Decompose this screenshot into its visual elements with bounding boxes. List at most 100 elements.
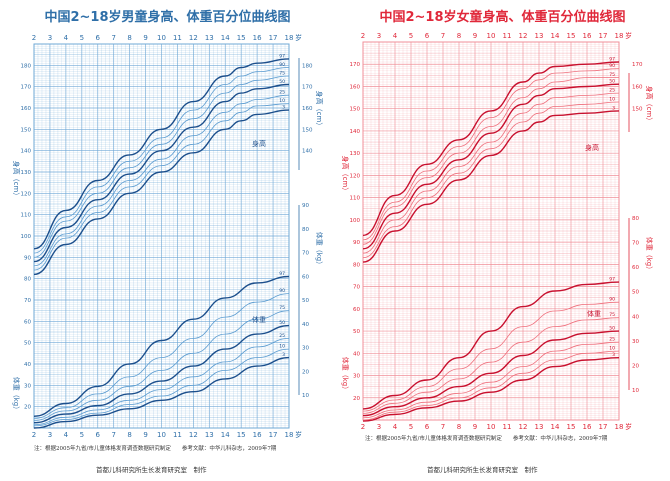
weight-right-tick-label: 40	[302, 322, 309, 328]
weight-percentile-label: 10	[609, 346, 615, 352]
y-tick-label: 60	[24, 319, 31, 325]
y-tick-label: 160	[350, 84, 361, 90]
weight-right-tick-label: 30	[632, 339, 639, 345]
x-tick-label-top: 5	[80, 34, 84, 42]
weight-curve-p50	[362, 330, 620, 417]
weight-axis-label-left: 体重（kg）	[341, 357, 350, 394]
x-tick-label-bottom: 10	[487, 423, 496, 431]
x-tick-label-top: 15	[567, 32, 576, 40]
height-curve-p25	[362, 92, 620, 254]
x-tick-label-top: 14	[221, 34, 230, 42]
y-tick-label: 170	[21, 85, 32, 91]
girls-growth-chart: 2 2 3 3 4 4 5 5 6 6 7 7 8 8 9 9 10 10 11 11 12 12 13 13 14 14 15 15…	[341, 31, 654, 431]
boys-growth-chart: 2 2 3 3 4 4 5 5 6 6 7 7 8 8 9 9 10 10 11 11 12 12 13 13 14 14 15 15…	[12, 33, 324, 439]
x-tick-label-bottom: 9	[143, 431, 147, 439]
height-curve-p90	[362, 68, 620, 241]
x-tick-label-top: 11	[173, 34, 182, 42]
x-tick-label-bottom: 13	[535, 423, 544, 431]
height-percentile-label: 75	[279, 71, 285, 77]
weight-right-tick-label: 70	[302, 251, 309, 257]
weight-axis-label-left: 体重（kg）	[12, 377, 21, 414]
height-percentile-label: 50	[609, 79, 615, 85]
x-tick-label-top: 17	[599, 32, 608, 40]
height-right-tick-label: 180	[302, 63, 313, 69]
x-tick-label-top: 4	[393, 32, 398, 40]
height-right-tick-label: 160	[632, 84, 643, 90]
x-tick-label-top: 13	[535, 32, 544, 40]
weight-right-tick-label: 60	[302, 274, 309, 280]
weight-right-tick-label: 50	[302, 298, 309, 304]
boys-growth-chart-panel: 中国2~18岁男童身高、体重百分位曲线图 2 2 3 3 4 4 5 5 6 6 7 7 8 8 9 9 10 1…	[12, 10, 324, 474]
x-tick-label-bottom: 15	[237, 431, 246, 439]
y-tick-label: 120	[21, 191, 32, 197]
weight-curve-label: 体重	[252, 315, 266, 324]
weight-curve-p97	[362, 281, 620, 410]
height-curve-p97	[362, 61, 620, 237]
x-tick-label-bottom: 17	[269, 431, 278, 439]
x-tick-label-top: 10	[157, 34, 166, 42]
boys-credit: 首都儿科研究所生长发育研究室 制作	[96, 466, 207, 474]
x-tick-label-bottom: 7	[111, 431, 115, 439]
weight-right-tick-label: 80	[632, 216, 639, 222]
height-curve-p10	[33, 103, 290, 271]
y-tick-label: 40	[353, 351, 360, 357]
y-tick-label: 100	[21, 234, 32, 240]
x-tick-label-top: 8	[127, 34, 131, 42]
height-percentile-label: 10	[609, 97, 615, 103]
weight-curve-p97	[33, 275, 290, 417]
weight-axis-label-right: 体重（kg）	[645, 237, 654, 274]
weight-curve-p3	[33, 356, 290, 429]
x-tick-label-bottom: 3	[377, 423, 381, 431]
x-tick-label-bottom: 7	[441, 423, 445, 431]
height-curve-p97	[33, 58, 290, 250]
weight-right-tick-label: 90	[302, 203, 309, 209]
x-unit-bottom: 岁	[295, 430, 302, 439]
y-tick-label: 130	[350, 151, 361, 157]
x-tick-label-top: 3	[48, 34, 52, 42]
weight-percentile-label: 90	[609, 297, 615, 303]
height-curve-label: 身高	[585, 143, 599, 152]
weight-curve-p3	[362, 357, 620, 422]
height-curve-p10	[362, 101, 620, 259]
height-percentile-label: 3	[282, 105, 285, 111]
y-tick-label: 70	[24, 298, 31, 304]
weight-curve-label: 体重	[587, 309, 601, 318]
weight-right-tick-label: 30	[302, 346, 309, 352]
x-tick-label-bottom: 5	[409, 423, 413, 431]
y-tick-label: 80	[353, 262, 360, 268]
x-tick-label-top: 17	[269, 34, 278, 42]
weight-right-tick-label: 10	[302, 393, 309, 399]
y-tick-label: 130	[21, 170, 32, 176]
x-tick-label-bottom: 4	[64, 431, 69, 439]
y-tick-label: 20	[353, 396, 360, 402]
height-percentile-label: 25	[279, 90, 285, 96]
y-tick-label: 50	[24, 341, 31, 347]
height-curve-p25	[33, 94, 290, 267]
x-tick-label-top: 12	[189, 34, 198, 42]
girls-chart-title: 中国2~18岁女童身高、体重百分位曲线图	[379, 10, 626, 25]
x-unit-bottom: 岁	[625, 422, 632, 431]
weight-percentile-label: 97	[609, 277, 615, 283]
height-percentile-label: 90	[279, 62, 285, 68]
weight-percentile-label: 90	[279, 288, 285, 294]
weight-curve-p90	[362, 301, 620, 412]
x-tick-label-bottom: 12	[519, 423, 528, 431]
weight-percentile-label: 3	[282, 352, 285, 358]
x-unit-top: 岁	[625, 31, 632, 40]
x-tick-label-bottom: 2	[32, 431, 36, 439]
x-tick-label-top: 6	[96, 34, 101, 42]
weight-percentile-label: 25	[279, 333, 285, 339]
x-tick-label-bottom: 12	[189, 431, 198, 439]
x-tick-label-bottom: 18	[285, 431, 294, 439]
x-tick-label-top: 16	[583, 32, 592, 40]
weight-curve-p75	[362, 317, 620, 414]
weight-percentile-label: 75	[609, 312, 615, 318]
y-tick-label: 30	[353, 374, 360, 380]
weight-percentile-label: 3	[612, 352, 615, 358]
y-tick-label: 140	[21, 149, 32, 155]
height-axis-label-left: 身高（cm）	[12, 161, 21, 200]
y-tick-label: 90	[24, 255, 31, 261]
weight-percentile-label: 50	[279, 320, 285, 326]
girls-footnote: 注：根据2005年九省/市儿童体格发育调查数据研究制定 参考文献：中华儿科杂志，…	[365, 436, 608, 442]
height-percentile-label: 25	[609, 88, 615, 94]
